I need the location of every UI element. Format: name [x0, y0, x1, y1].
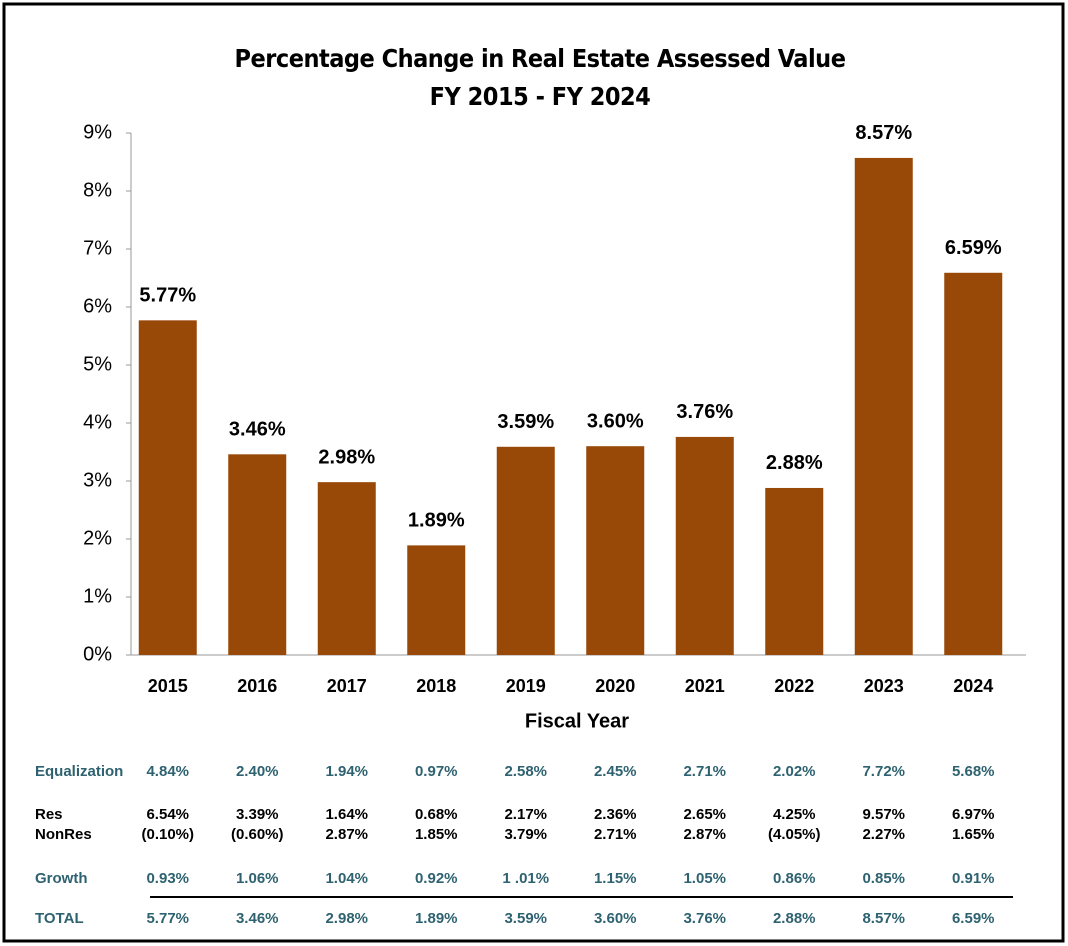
bar: [228, 454, 287, 655]
bar: [138, 320, 197, 655]
table-cell: 2.27%: [862, 826, 905, 843]
y-tick-label: 0%: [83, 643, 112, 665]
data-label: 5.77%: [139, 285, 196, 307]
y-tick-label: 3%: [83, 469, 112, 491]
data-label: 2.98%: [318, 446, 375, 468]
table-cell: 2.71%: [683, 763, 726, 780]
table-cell: 2.71%: [594, 826, 637, 843]
table-cell: 2.36%: [594, 806, 637, 823]
table-cell: 1.04%: [325, 870, 368, 887]
bar: [944, 272, 1003, 655]
table-cell: 2.40%: [236, 763, 279, 780]
table-cell: 1 .01%: [502, 870, 549, 887]
table-cell: 2.88%: [773, 910, 816, 927]
table-cell: 4.84%: [146, 763, 189, 780]
table-cell: 1.89%: [415, 910, 458, 927]
table-cell: 1.64%: [325, 806, 368, 823]
x-tick-label: 2017: [327, 676, 367, 696]
bar: [317, 482, 376, 655]
table-cell: 3.60%: [594, 910, 637, 927]
table-cell: 3.39%: [236, 806, 279, 823]
table-cell: (4.05%): [768, 826, 821, 843]
y-tick-label: 7%: [83, 237, 112, 259]
table-cell: 9.57%: [862, 806, 905, 823]
table-cell: 0.93%: [146, 870, 189, 887]
table-cell: 0.85%: [862, 870, 905, 887]
y-tick-label: 1%: [83, 585, 112, 607]
row-label: Equalization: [35, 763, 123, 780]
data-label: 3.60%: [587, 410, 644, 432]
table-cell: 5.77%: [146, 910, 189, 927]
table-cell: 2.02%: [773, 763, 816, 780]
x-tick-label: 2023: [864, 676, 904, 696]
row-label: Growth: [35, 870, 88, 887]
data-label: 1.89%: [408, 510, 465, 532]
table-cell: 2.87%: [325, 826, 368, 843]
table-cell: (0.10%): [141, 826, 194, 843]
bar: [586, 446, 645, 655]
data-label: 8.57%: [855, 122, 912, 144]
data-label: 3.46%: [229, 419, 286, 441]
table-cell: 1.06%: [236, 870, 279, 887]
table-cell: 0.92%: [415, 870, 458, 887]
table-cell: 2.17%: [504, 806, 547, 823]
x-tick-label: 2018: [416, 676, 456, 696]
table-cell: 2.98%: [325, 910, 368, 927]
y-tick-label: 9%: [83, 121, 112, 143]
table-cell: 3.76%: [683, 910, 726, 927]
table-cell: 1.85%: [415, 826, 458, 843]
y-tick-label: 2%: [83, 527, 112, 549]
table-cell: 0.97%: [415, 763, 458, 780]
row-label: Res: [35, 806, 63, 823]
y-tick-label: 4%: [83, 411, 112, 433]
table-cell: 6.59%: [952, 910, 995, 927]
table-cell: 0.86%: [773, 870, 816, 887]
table-cell: 2.58%: [504, 763, 547, 780]
y-tick-label: 6%: [83, 295, 112, 317]
row-label: TOTAL: [35, 910, 84, 927]
x-tick-label: 2024: [953, 676, 993, 696]
table-cell: 5.68%: [952, 763, 995, 780]
table-cell: 1.05%: [683, 870, 726, 887]
table-cell: 0.68%: [415, 806, 458, 823]
table-cell: 3.79%: [504, 826, 547, 843]
data-label: 6.59%: [945, 237, 1002, 259]
x-tick-label: 2019: [506, 676, 546, 696]
table-cell: 1.65%: [952, 826, 995, 843]
data-label: 3.59%: [497, 411, 554, 433]
y-tick-label: 5%: [83, 353, 112, 375]
bar: [407, 545, 466, 655]
row-label: NonRes: [35, 826, 92, 843]
x-tick-label: 2016: [237, 676, 277, 696]
bar: [854, 157, 913, 655]
table-cell: 2.65%: [683, 806, 726, 823]
x-tick-label: 2015: [148, 676, 188, 696]
table-cell: 3.59%: [504, 910, 547, 927]
data-label: 3.76%: [676, 401, 733, 423]
table-cell: 6.54%: [146, 806, 189, 823]
table-cell: 2.87%: [683, 826, 726, 843]
x-tick-label: 2020: [595, 676, 635, 696]
table-cell: 0.91%: [952, 870, 995, 887]
table-cell: 7.72%: [862, 763, 905, 780]
x-tick-label: 2021: [685, 676, 725, 696]
bar: [765, 487, 824, 655]
table-cell: 2.45%: [594, 763, 637, 780]
bar: [496, 446, 555, 655]
y-tick-label: 8%: [83, 179, 112, 201]
table-cell: 4.25%: [773, 806, 816, 823]
table-cell: 6.97%: [952, 806, 995, 823]
table-cell: 8.57%: [862, 910, 905, 927]
table-cell: 3.46%: [236, 910, 279, 927]
table-cell: (0.60%): [231, 826, 284, 843]
chart-title: Percentage Change in Real Estate Assesse…: [235, 44, 846, 73]
x-axis-label: Fiscal Year: [525, 710, 629, 732]
table-cell: 1.15%: [594, 870, 637, 887]
table-cell: 1.94%: [325, 763, 368, 780]
x-tick-label: 2022: [774, 676, 814, 696]
chart-subtitle: FY 2015 - FY 2024: [430, 82, 651, 111]
data-label: 2.88%: [766, 452, 823, 474]
bar: [675, 436, 734, 655]
